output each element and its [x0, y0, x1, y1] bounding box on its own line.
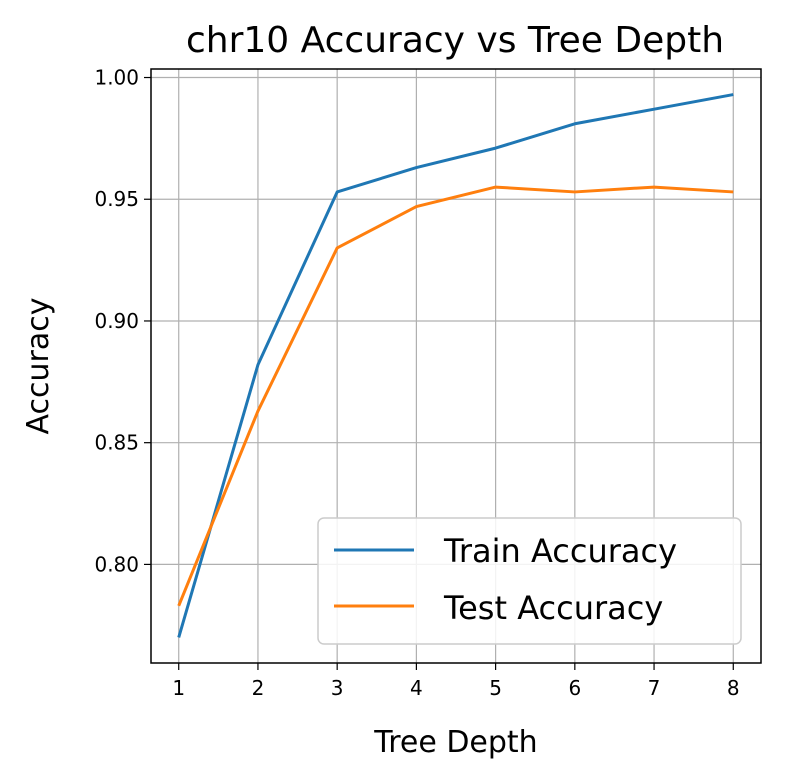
series-line-train: [177, 93, 734, 638]
legend-frame: [317, 517, 742, 645]
y-tick-label: 0.85: [94, 431, 139, 455]
series-line-test: [177, 185, 734, 607]
x-tick-label: 2: [252, 676, 265, 700]
grid-lines: [151, 69, 761, 663]
y-tick-label: 0.95: [94, 187, 139, 211]
x-tick-label: 6: [568, 676, 581, 700]
plot-frame: [150, 68, 762, 664]
x-tick-label: 5: [489, 676, 502, 700]
legend-label-test: Test Accuracy: [443, 589, 663, 627]
x-tick-label: 4: [410, 676, 423, 700]
x-tick-label: 3: [331, 676, 344, 700]
x-tick-label: 1: [172, 676, 185, 700]
series-lines: [177, 93, 734, 638]
x-tick-label: 7: [648, 676, 661, 700]
x-tick-label: 8: [727, 676, 740, 700]
y-tick-label: 0.80: [94, 552, 139, 576]
y-axis-title: Accuracy: [21, 298, 56, 435]
x-axis-title: Tree Depth: [373, 725, 537, 760]
legend-label-train: Train Accuracy: [443, 532, 677, 570]
legend: Train Accuracy Test Accuracy: [317, 517, 742, 645]
chart-title: chr10 Accuracy vs Tree Depth: [186, 20, 724, 61]
y-tick-label: 0.90: [94, 309, 139, 333]
y-tick-label: 1.00: [94, 66, 139, 90]
axis-ticks: 1 2 3 4 5 6 7 8 0.80 0.85 0.90 0.95 1.00: [94, 66, 739, 700]
